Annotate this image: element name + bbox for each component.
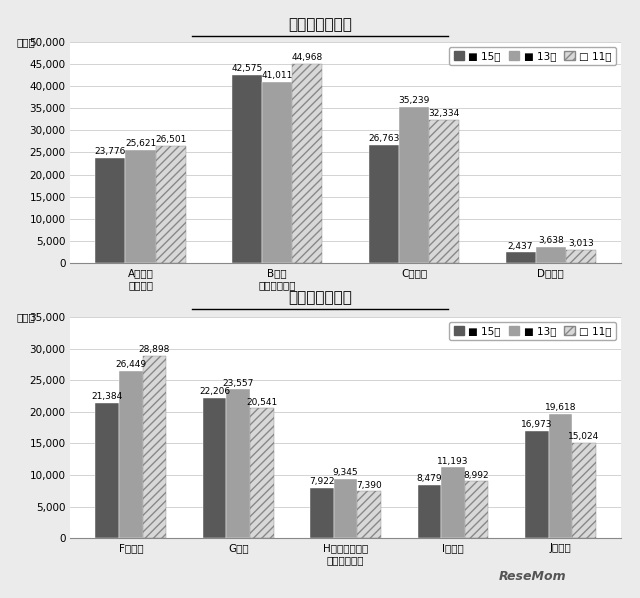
Text: 7,390: 7,390 bbox=[356, 481, 382, 490]
Text: 35,239: 35,239 bbox=[398, 96, 429, 105]
Text: 16,973: 16,973 bbox=[521, 420, 552, 429]
Text: 26,449: 26,449 bbox=[115, 360, 147, 369]
Text: 月平均支出合計: 月平均支出合計 bbox=[288, 290, 352, 306]
Bar bbox=[357, 492, 381, 538]
Bar bbox=[566, 250, 596, 263]
Bar bbox=[250, 408, 274, 538]
Bar bbox=[95, 403, 119, 538]
Bar bbox=[125, 150, 156, 263]
Bar bbox=[310, 488, 334, 538]
Text: 2,437: 2,437 bbox=[508, 242, 533, 251]
Bar bbox=[572, 443, 596, 538]
Bar bbox=[506, 252, 536, 263]
Bar bbox=[536, 247, 566, 263]
Bar bbox=[525, 431, 548, 538]
Bar bbox=[441, 468, 465, 538]
Bar bbox=[203, 398, 227, 538]
Text: 25,621: 25,621 bbox=[125, 139, 156, 148]
Text: 3,013: 3,013 bbox=[568, 239, 594, 248]
Bar bbox=[119, 371, 143, 538]
Y-axis label: （円）: （円） bbox=[17, 313, 36, 322]
Text: 20,541: 20,541 bbox=[246, 398, 278, 407]
Text: ReseMom: ReseMom bbox=[499, 570, 567, 583]
Text: 42,575: 42,575 bbox=[232, 64, 263, 73]
Y-axis label: （円）: （円） bbox=[17, 38, 36, 47]
Text: 3,638: 3,638 bbox=[538, 236, 564, 245]
Text: 22,206: 22,206 bbox=[199, 387, 230, 396]
Bar bbox=[429, 120, 459, 263]
Bar bbox=[143, 356, 166, 538]
Text: 8,479: 8,479 bbox=[417, 474, 442, 483]
Text: 41,011: 41,011 bbox=[262, 71, 293, 80]
Bar bbox=[369, 145, 399, 263]
Text: 32,334: 32,334 bbox=[428, 109, 460, 118]
Text: 15,024: 15,024 bbox=[568, 432, 600, 441]
Bar bbox=[227, 389, 250, 538]
Bar bbox=[232, 75, 262, 263]
Text: 8,992: 8,992 bbox=[464, 471, 490, 480]
Bar bbox=[156, 146, 186, 263]
Bar bbox=[399, 107, 429, 263]
Bar bbox=[95, 158, 125, 263]
Text: 26,501: 26,501 bbox=[155, 135, 186, 144]
Text: 月平均収入合計: 月平均収入合計 bbox=[288, 17, 352, 33]
Legend: ■ 15年, ■ 13年, □ 11年: ■ 15年, ■ 13年, □ 11年 bbox=[449, 47, 616, 65]
Bar bbox=[465, 481, 488, 538]
Legend: ■ 15年, ■ 13年, □ 11年: ■ 15年, ■ 13年, □ 11年 bbox=[449, 322, 616, 340]
Text: 21,384: 21,384 bbox=[92, 392, 123, 401]
Text: 19,618: 19,618 bbox=[545, 404, 576, 413]
Text: 7,922: 7,922 bbox=[309, 477, 335, 486]
Text: 28,898: 28,898 bbox=[139, 344, 170, 354]
Text: 9,345: 9,345 bbox=[333, 468, 358, 477]
Text: 11,193: 11,193 bbox=[437, 457, 468, 466]
Bar bbox=[334, 479, 357, 538]
Bar bbox=[417, 484, 441, 538]
Text: 23,557: 23,557 bbox=[223, 379, 254, 388]
Bar bbox=[292, 64, 323, 263]
Text: 26,763: 26,763 bbox=[368, 134, 399, 143]
Bar bbox=[548, 414, 572, 538]
Text: 44,968: 44,968 bbox=[292, 53, 323, 62]
Text: 23,776: 23,776 bbox=[95, 147, 126, 156]
Bar bbox=[262, 82, 292, 263]
